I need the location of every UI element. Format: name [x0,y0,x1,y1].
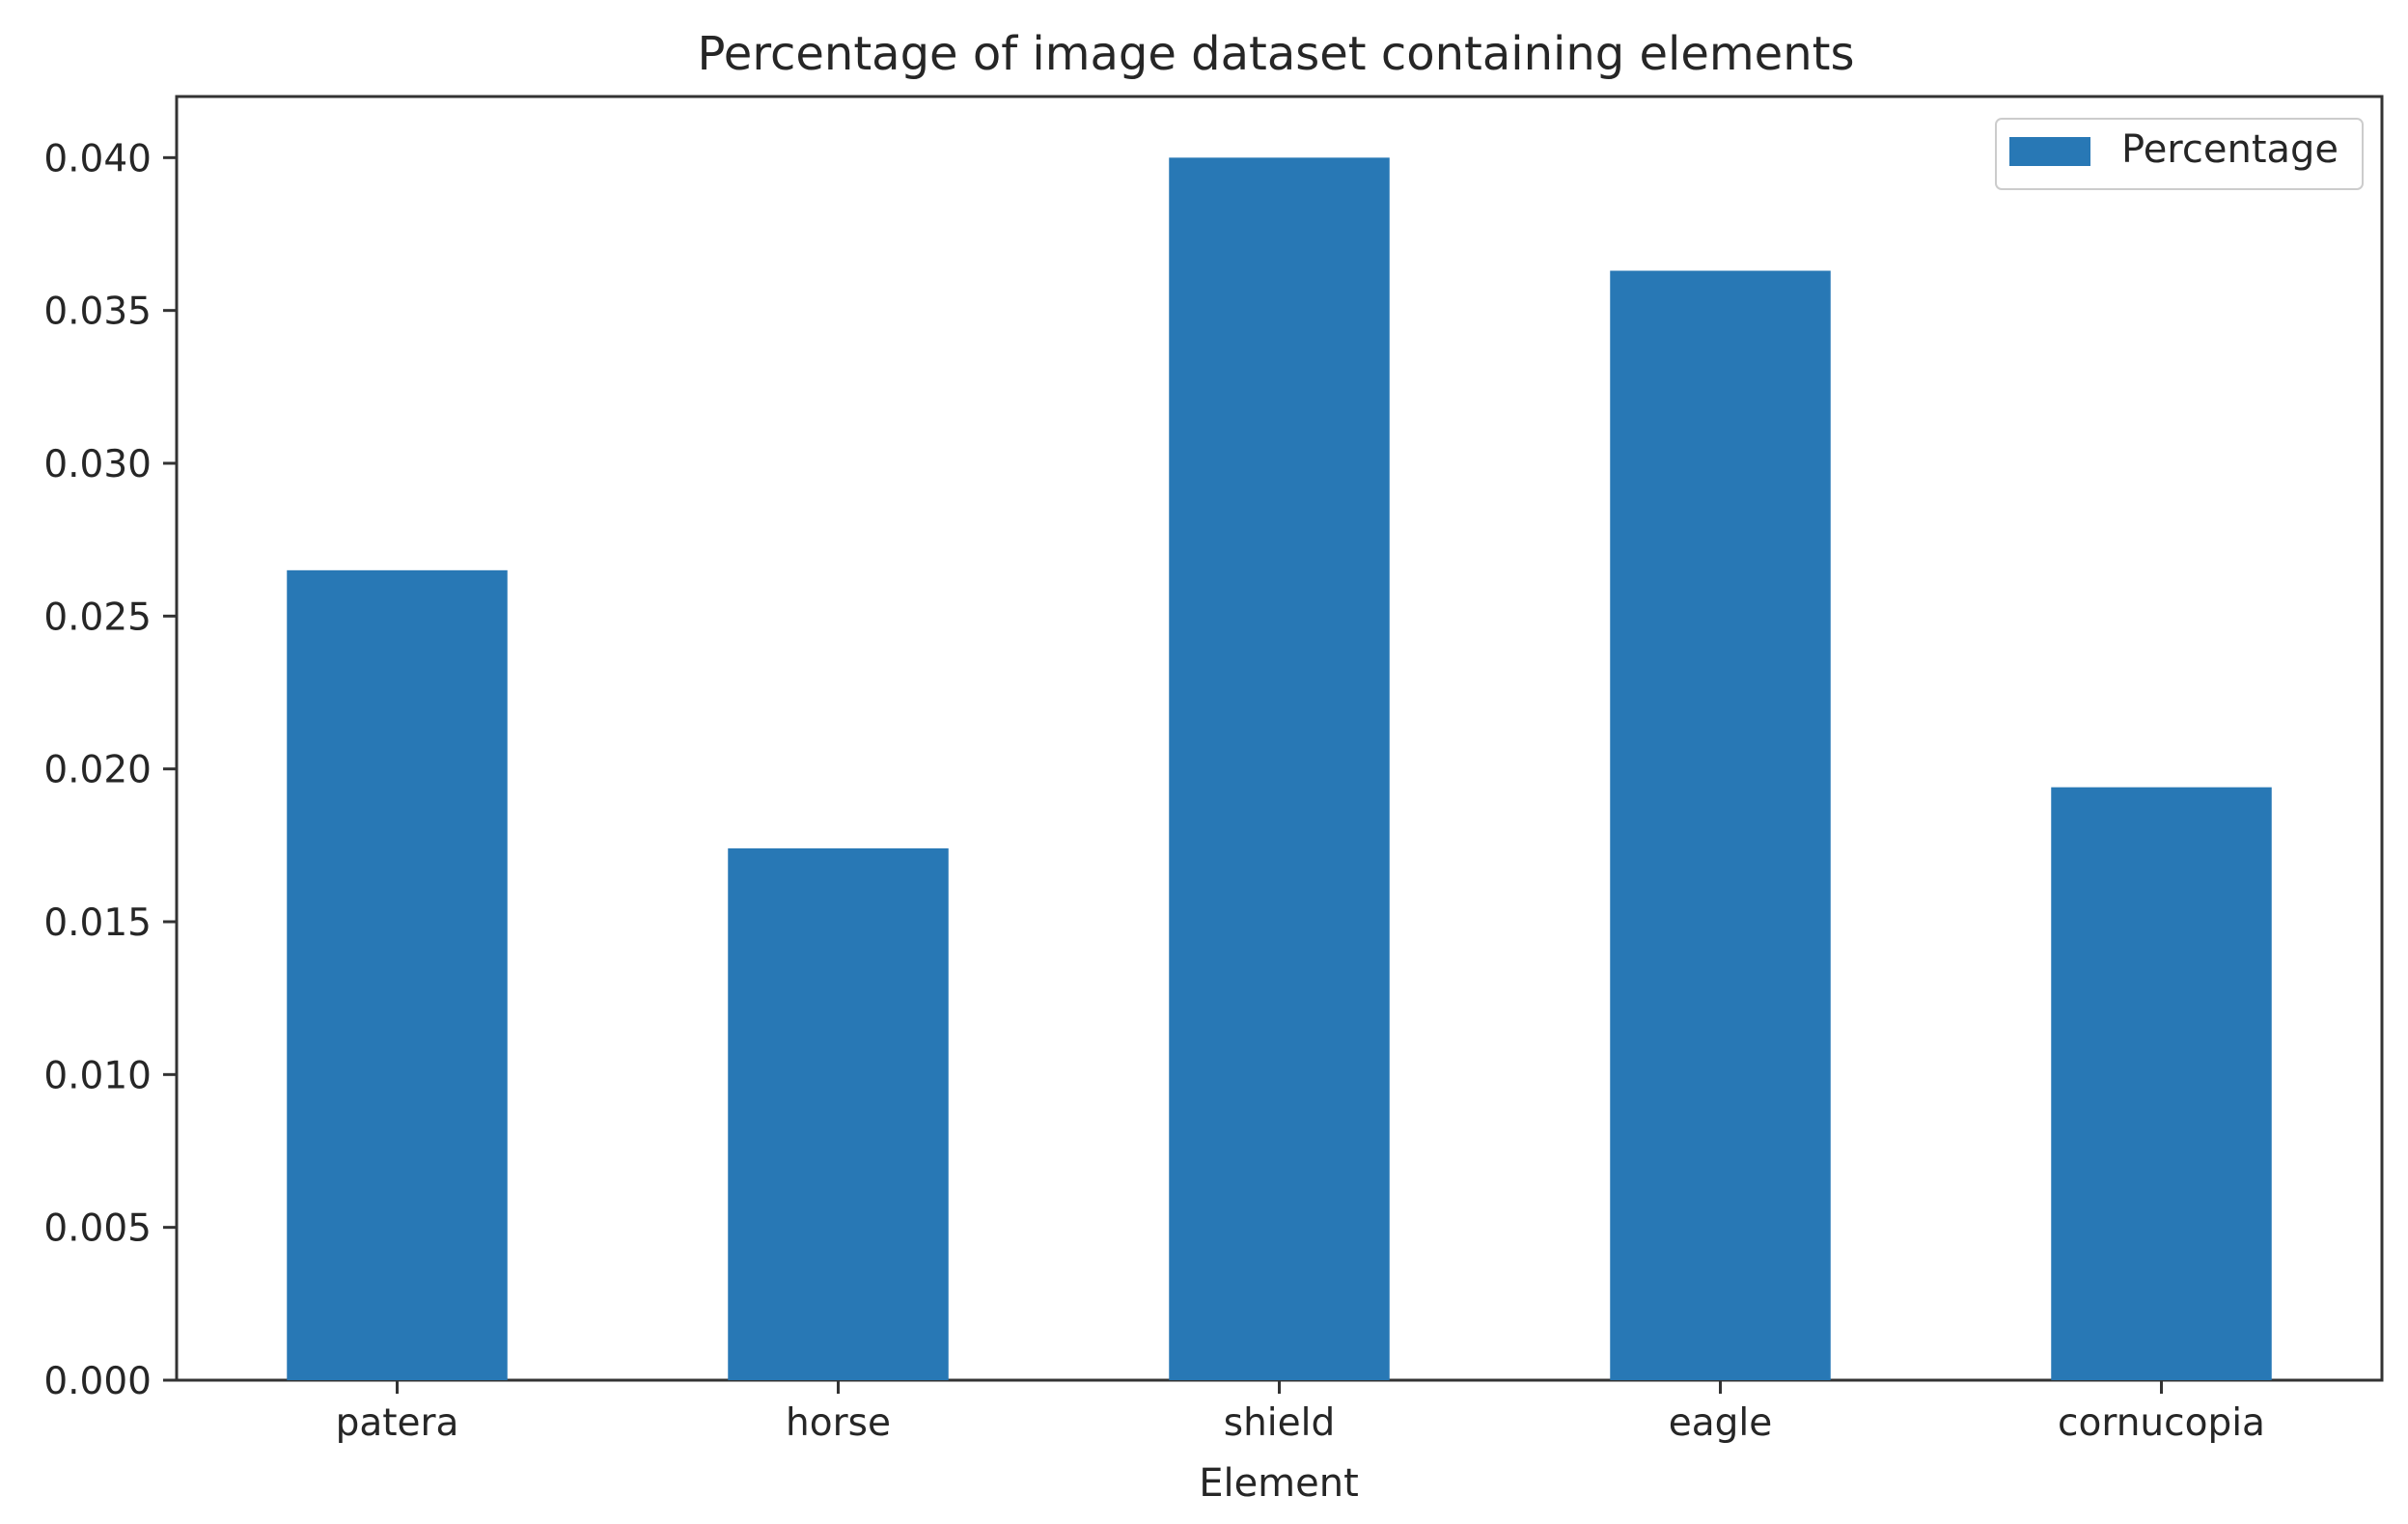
bar-patera [287,569,508,1380]
legend-label: Percentage [2121,127,2339,172]
chart-title: Percentage of image dataset containing e… [698,27,1855,81]
y-tick-label: 0.005 [43,1207,152,1251]
y-tick-label: 0.030 [43,443,152,486]
x-tick-label: horse [786,1401,891,1445]
x-tick-label: cornucopia [2058,1401,2265,1445]
x-axis-label: Element [1199,1461,1359,1506]
y-tick-label: 0.015 [43,901,152,945]
y-tick-label: 0.040 [43,137,152,180]
x-tick-label: patera [336,1401,459,1445]
y-tick-label: 0.010 [43,1054,152,1097]
y-tick-label: 0.035 [43,291,152,334]
legend-box [1995,118,2364,190]
x-tick-label: shield [1224,1401,1335,1445]
bar-eagle [1610,270,1831,1380]
x-axis: patera horse shield eagle cornucopia [336,1380,2265,1445]
legend: Percentage [1995,118,2364,190]
bar-shield [1169,157,1390,1380]
bar-cornucopia [2051,787,2272,1380]
y-tick-label: 0.025 [43,596,152,639]
legend-swatch [2009,137,2090,166]
y-tick-label: 0.000 [43,1360,152,1403]
y-axis: 0.000 0.005 0.010 0.015 0.020 0.025 0.030 0.035… [43,137,177,1403]
x-tick-label: eagle [1669,1401,1772,1445]
bar-series [287,157,2272,1380]
y-tick-label: 0.020 [43,749,152,792]
bar-horse [728,848,949,1380]
